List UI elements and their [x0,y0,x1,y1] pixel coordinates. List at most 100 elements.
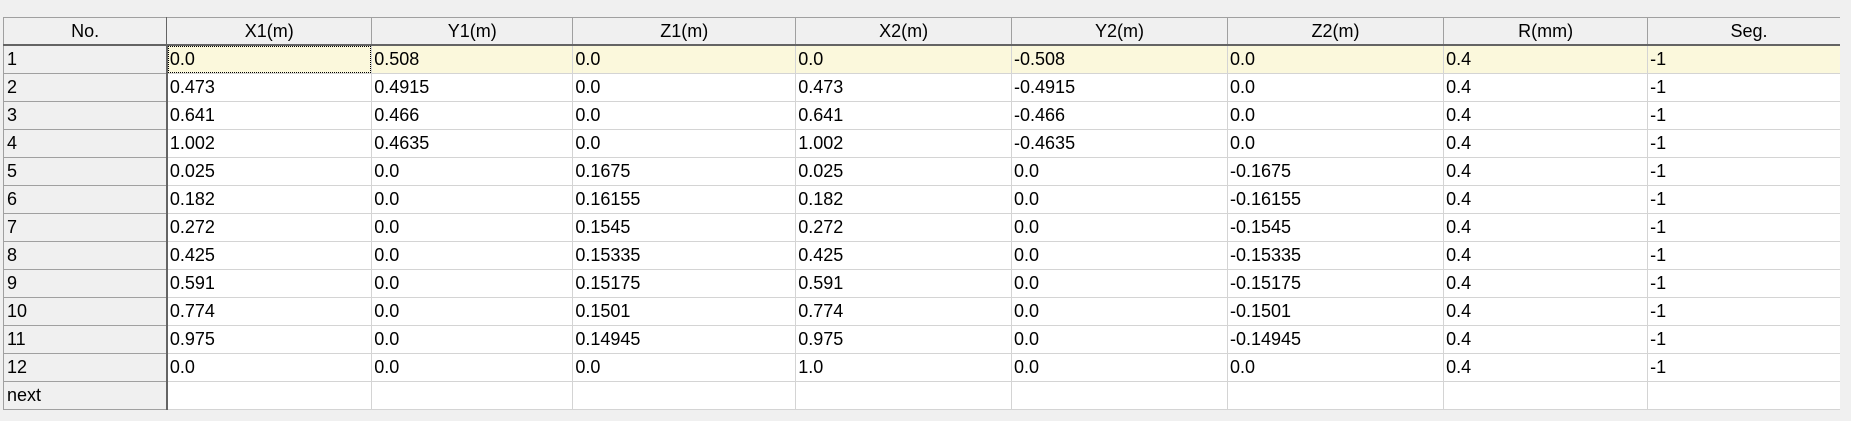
table-row[interactable]: 12 0.0 0.0 0.0 1.0 0.0 0.0 0.4 -1 [2,353,1851,382]
cell-y1[interactable]: 0.0 [371,157,574,186]
cell-radius[interactable]: 0.4 [1443,101,1649,130]
cell-x2[interactable]: 1.0 [795,353,1013,382]
cell-segments[interactable]: -1 [1647,44,1851,74]
cell-x2[interactable]: 0.975 [795,325,1013,354]
column-header-y2[interactable]: Y2(m) [1011,17,1228,46]
cell-x1[interactable]: 0.272 [166,213,373,242]
cell-segments[interactable]: -1 [1647,129,1851,158]
cell-y2[interactable]: -0.508 [1011,44,1228,74]
cell-z1[interactable]: 0.0 [572,101,797,130]
cell-z2[interactable]: -0.15335 [1226,241,1445,270]
table-row[interactable]: 2 0.473 0.4915 0.0 0.473 -0.4915 0.0 0.4 -1 [2,73,1851,102]
row-header[interactable]: 5 [2,157,168,186]
cell-y1[interactable]: 0.4635 [371,129,574,158]
cell-z2[interactable]: 0.0 [1226,44,1445,74]
cell-radius-empty[interactable] [1443,381,1649,410]
cell-z1[interactable]: 0.0 [572,44,797,74]
cell-y2[interactable]: -0.4915 [1011,73,1228,102]
cell-x1[interactable]: 1.002 [166,129,373,158]
cell-z2[interactable]: -0.16155 [1226,185,1445,214]
table-row[interactable]: 4 1.002 0.4635 0.0 1.002 -0.4635 0.0 0.4 -1 [2,129,1851,158]
row-header[interactable]: 9 [2,269,168,298]
row-header[interactable]: 4 [2,129,168,158]
cell-z2[interactable]: 0.0 [1226,73,1445,102]
column-header-radius[interactable]: R(mm) [1443,17,1649,46]
row-header[interactable]: 8 [2,241,168,270]
cell-x1[interactable]: 0.025 [166,157,373,186]
cell-x2[interactable]: 0.473 [795,73,1013,102]
cell-y2[interactable]: 0.0 [1011,241,1228,270]
row-header[interactable]: 6 [2,185,168,214]
cell-y1[interactable]: 0.466 [371,101,574,130]
cell-z1[interactable]: 0.1675 [572,157,797,186]
cell-y1[interactable]: 0.508 [371,44,574,74]
table-row[interactable]: 3 0.641 0.466 0.0 0.641 -0.466 0.0 0.4 -1 [2,101,1851,130]
table-row[interactable]: 8 0.425 0.0 0.15335 0.425 0.0 -0.15335 0.4 -1 [2,241,1851,270]
cell-x2[interactable]: 1.002 [795,129,1013,158]
cell-y1[interactable]: 0.0 [371,185,574,214]
column-header-segments[interactable]: Seg. [1647,17,1851,46]
cell-z1[interactable]: 0.0 [572,73,797,102]
row-header[interactable]: 3 [2,101,168,130]
cell-z2[interactable]: -0.1501 [1226,297,1445,326]
cell-radius[interactable]: 0.4 [1443,44,1649,74]
cell-radius[interactable]: 0.4 [1443,73,1649,102]
cell-x2[interactable]: 0.025 [795,157,1013,186]
cell-z1-empty[interactable] [572,381,797,410]
cell-y2[interactable]: 0.0 [1011,297,1228,326]
cell-z2[interactable]: -0.14945 [1226,325,1445,354]
cell-segments[interactable]: -1 [1647,213,1851,242]
cell-z1[interactable]: 0.15335 [572,241,797,270]
cell-z1[interactable]: 0.16155 [572,185,797,214]
table-row[interactable]: 5 0.025 0.0 0.1675 0.025 0.0 -0.1675 0.4 -1 [2,157,1851,186]
cell-x1[interactable]: 0.0 [166,44,373,74]
table-row[interactable]: 1 0.0 0.508 0.0 0.0 -0.508 0.0 0.4 -1 [2,44,1851,74]
column-header-x1[interactable]: X1(m) [166,17,373,46]
cell-radius[interactable]: 0.4 [1443,297,1649,326]
cell-segments[interactable]: -1 [1647,241,1851,270]
cell-y1[interactable]: 0.0 [371,325,574,354]
cell-radius[interactable]: 0.4 [1443,129,1649,158]
row-header[interactable]: 2 [2,73,168,102]
row-header[interactable]: 10 [2,297,168,326]
cell-y1[interactable]: 0.4915 [371,73,574,102]
column-header-no[interactable]: No. [2,17,168,46]
cell-y1[interactable]: 0.0 [371,353,574,382]
cell-x2[interactable]: 0.0 [795,44,1013,74]
cell-z2[interactable]: -0.15175 [1226,269,1445,298]
cell-segments[interactable]: -1 [1647,73,1851,102]
cell-x2[interactable]: 0.641 [795,101,1013,130]
cell-y1[interactable]: 0.0 [371,297,574,326]
cell-radius[interactable]: 0.4 [1443,325,1649,354]
cell-radius[interactable]: 0.4 [1443,213,1649,242]
cell-segments[interactable]: -1 [1647,353,1851,382]
cell-y2[interactable]: 0.0 [1011,325,1228,354]
cell-x1[interactable]: 0.0 [166,353,373,382]
cell-x2[interactable]: 0.774 [795,297,1013,326]
cell-x1[interactable]: 0.975 [166,325,373,354]
cell-x1-empty[interactable] [166,381,373,410]
cell-z2[interactable]: 0.0 [1226,353,1445,382]
cell-y2[interactable]: 0.0 [1011,157,1228,186]
cell-segments[interactable]: -1 [1647,185,1851,214]
column-header-z2[interactable]: Z2(m) [1226,17,1445,46]
cell-x1[interactable]: 0.641 [166,101,373,130]
cell-y2[interactable]: 0.0 [1011,213,1228,242]
cell-y2[interactable]: -0.4635 [1011,129,1228,158]
column-header-z1[interactable]: Z1(m) [572,17,797,46]
table-row[interactable]: 6 0.182 0.0 0.16155 0.182 0.0 -0.16155 0.4 -1 [2,185,1851,214]
table-row[interactable]: 11 0.975 0.0 0.14945 0.975 0.0 -0.14945 0.4 -1 [2,325,1851,354]
table-row[interactable]: 9 0.591 0.0 0.15175 0.591 0.0 -0.15175 0.4 -1 [2,269,1851,298]
cell-x2[interactable]: 0.272 [795,213,1013,242]
row-header[interactable]: 1 [2,44,168,74]
cell-z1[interactable]: 0.14945 [572,325,797,354]
cell-x1[interactable]: 0.591 [166,269,373,298]
cell-x1[interactable]: 0.473 [166,73,373,102]
cell-x2[interactable]: 0.182 [795,185,1013,214]
cell-z1[interactable]: 0.1501 [572,297,797,326]
cell-x2[interactable]: 0.591 [795,269,1013,298]
column-header-y1[interactable]: Y1(m) [371,17,574,46]
cell-x1[interactable]: 0.774 [166,297,373,326]
cell-radius[interactable]: 0.4 [1443,157,1649,186]
cell-radius[interactable]: 0.4 [1443,269,1649,298]
